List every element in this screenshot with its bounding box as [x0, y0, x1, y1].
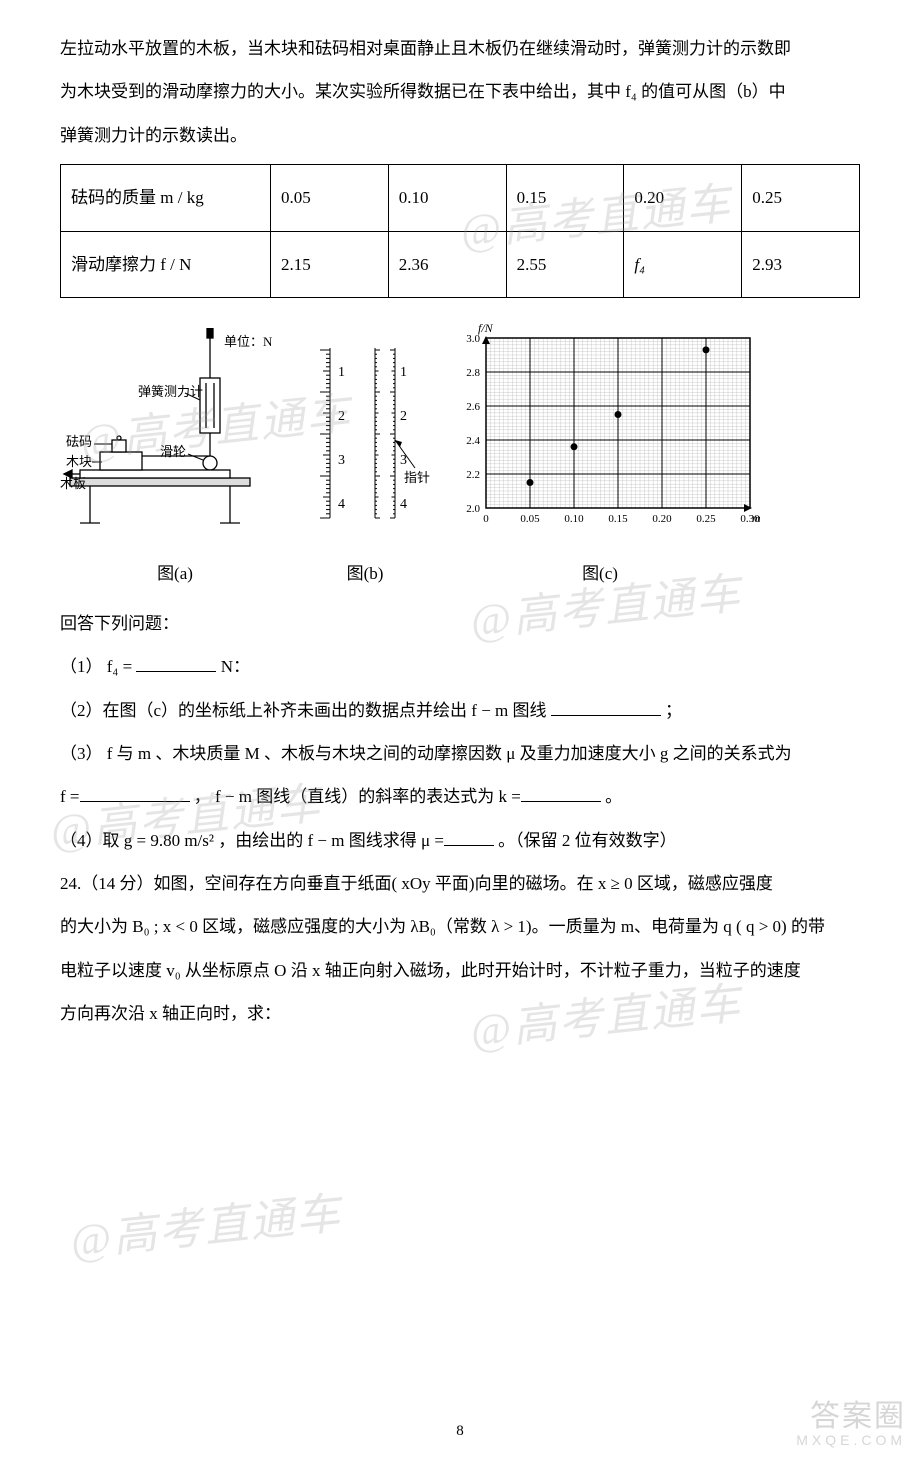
svg-text:0.15: 0.15: [608, 513, 628, 525]
p24-l2: 的大小为 B₀ ; x < 0 区域，磁感应强度的大小为 λB₀（常数 λ > …: [60, 908, 860, 945]
figC-label: 图(c): [440, 555, 760, 592]
watermark: @高考直通车: [66, 1166, 347, 1291]
svg-text:2.4: 2.4: [466, 435, 480, 447]
p24-l4: 方向再次沿 x 轴正向时，求：: [60, 995, 860, 1032]
figure-c: 2.02.22.42.62.83.000.050.100.150.200.250…: [440, 318, 760, 593]
table-row: 砝码的质量 m / kg 0.05 0.10 0.15 0.20 0.25: [61, 165, 860, 231]
intro-line2: 为木块受到的滑动摩擦力的大小。某次实验所得数据已在下表中给出，其中 f₄ 的值可…: [60, 73, 860, 110]
p24-l3: 电粒子以速度 v₀ 从坐标原点 O 沿 x 轴正向射入磁场，此时开始计时，不计粒…: [60, 952, 860, 989]
row1-head: 砝码的质量 m / kg: [61, 165, 271, 231]
label-pulley: 滑轮: [160, 444, 186, 459]
label-board: 木板: [60, 476, 86, 491]
table-row: 滑动摩擦力 f / N 2.15 2.36 2.55 f₄ 2.93: [61, 231, 860, 297]
table-cell: 0.15: [506, 165, 624, 231]
q2: （2）在图（c）的坐标纸上补齐未画出的数据点并绘出 f − m 图线 ；: [60, 692, 860, 729]
label-block: 木块: [66, 454, 92, 469]
svg-text:2.0: 2.0: [466, 503, 480, 515]
svg-text:2.2: 2.2: [466, 469, 480, 481]
svg-text:3: 3: [400, 453, 407, 468]
figure-row: 弹簧测力计 砝码 木块 木板 滑轮 单位：N 图(a) 指针 1 2 3 4 1: [60, 318, 860, 593]
table-cell: 2.93: [742, 231, 860, 297]
svg-text:f/N: f/N: [478, 321, 494, 335]
svg-text:2.6: 2.6: [466, 401, 480, 413]
q3b: f = ， f − m 图线（直线）的斜率的表达式为 k = 。: [60, 778, 860, 815]
q3a: （3） f 与 m 、木块质量 M 、木板与木块之间的动摩擦因数 μ 及重力加速…: [60, 735, 860, 772]
table-cell: 0.10: [388, 165, 506, 231]
svg-text:0.10: 0.10: [564, 513, 584, 525]
figure-a: 弹簧测力计 砝码 木块 木板 滑轮 单位：N 图(a): [60, 328, 290, 593]
data-table: 砝码的质量 m / kg 0.05 0.10 0.15 0.20 0.25 滑动…: [60, 164, 860, 298]
svg-text:1: 1: [338, 365, 345, 380]
pointer-label: 指针: [404, 470, 430, 485]
row2-head: 滑动摩擦力 f / N: [61, 231, 271, 297]
svg-text:2: 2: [338, 409, 345, 424]
svg-text:1: 1: [400, 365, 407, 380]
questions-lead: 回答下列问题：: [60, 605, 860, 642]
label-weight: 砝码: [66, 434, 92, 449]
corner-watermark: 答案圈 MXQE.COM: [796, 1400, 906, 1448]
svg-text:2: 2: [400, 409, 407, 424]
q1: （1） f₄ = N：: [60, 648, 860, 685]
svg-text:4: 4: [338, 497, 345, 512]
figA-label: 图(a): [60, 555, 290, 592]
svg-text:0.25: 0.25: [696, 513, 716, 525]
page-number: 8: [0, 1415, 920, 1448]
svg-text:0.05: 0.05: [520, 513, 540, 525]
figB-label: 图(b): [300, 555, 430, 592]
svg-text:4: 4: [400, 497, 407, 512]
table-cell: 2.36: [388, 231, 506, 297]
table-cell: f₄: [624, 231, 742, 297]
table-cell: 0.05: [271, 165, 389, 231]
svg-text:3: 3: [338, 453, 345, 468]
svg-text:0: 0: [483, 513, 489, 525]
svg-text:0.20: 0.20: [652, 513, 672, 525]
table-cell: 0.25: [742, 165, 860, 231]
table-cell: 2.55: [506, 231, 624, 297]
q4: （4）取 g = 9.80 m/s² ，由绘出的 f − m 图线求得 μ = …: [60, 822, 860, 859]
svg-text:m/kg: m/kg: [752, 511, 760, 525]
intro-line1: 左拉动水平放置的木板，当木块和砝码相对桌面静止且木板仍在继续滑动时，弹簧测力计的…: [60, 30, 860, 67]
table-cell: 2.15: [271, 231, 389, 297]
svg-text:2.8: 2.8: [466, 367, 480, 379]
intro-line3: 弹簧测力计的示数读出。: [60, 117, 860, 154]
figure-b: 指针 1 2 3 4 1 2 3 4 图(b): [300, 328, 430, 593]
label-unit: 单位：N: [224, 334, 273, 349]
p24-l1: 24.（14 分）如图，空间存在方向垂直于纸面( xOy 平面)向里的磁场。在 …: [60, 865, 860, 902]
table-cell: 0.20: [624, 165, 742, 231]
